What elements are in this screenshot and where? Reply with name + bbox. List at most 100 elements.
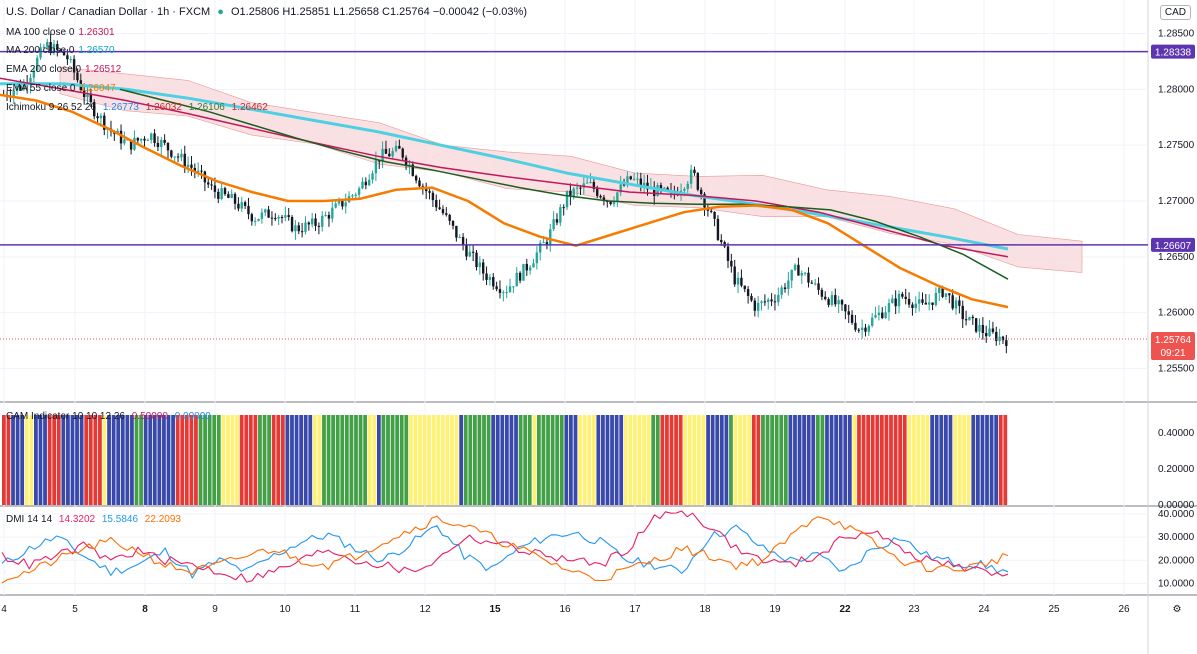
cam-bar <box>994 415 999 505</box>
candle-body <box>985 332 988 337</box>
candle-body <box>720 239 723 243</box>
cam-bar <box>523 415 528 505</box>
candle-body <box>844 304 847 312</box>
candle-body <box>287 215 290 218</box>
cam-bar <box>783 415 788 505</box>
candle-body <box>371 173 374 180</box>
settings-gear-icon[interactable]: ⚙ <box>1173 604 1182 615</box>
candle-body <box>139 138 143 141</box>
cam-bar <box>166 415 171 505</box>
candle-body <box>435 200 438 208</box>
candle-body <box>367 179 371 186</box>
candle-body <box>217 191 220 199</box>
candle-body <box>398 145 401 149</box>
candle-body <box>696 173 700 190</box>
candle-body <box>790 269 793 281</box>
candle-body <box>468 251 471 257</box>
cam-bar <box>61 415 66 505</box>
cam-bar <box>829 415 834 505</box>
legend-ema55[interactable]: EMA 55 close 0 1.26047 <box>6 83 120 95</box>
candle-body <box>210 184 213 186</box>
cam-bar <box>596 415 601 505</box>
legend-ma200[interactable]: MA 200 close 0 1.26570 <box>6 45 119 57</box>
cam-bar <box>939 415 944 505</box>
x-tick-label: 17 <box>629 604 641 615</box>
legend-ema200[interactable]: EMA 200 close 0 1.26512 <box>6 64 125 76</box>
cam-bar <box>491 415 496 505</box>
candle-body <box>173 156 176 158</box>
cam-bar <box>559 415 564 505</box>
cam-bar <box>308 415 313 505</box>
cam-bar <box>331 415 336 505</box>
cam-bar <box>258 415 262 505</box>
currency-badge[interactable]: CAD <box>1159 5 1191 20</box>
candle-body <box>310 218 314 225</box>
candle-body <box>777 294 780 303</box>
legend-dmi[interactable]: DMI 14 14 14.3202 15.5846 22.2093 <box>6 514 185 526</box>
x-tick-label: 15 <box>489 604 501 615</box>
candle-body <box>642 182 646 187</box>
cam-bar <box>244 415 249 505</box>
candle-body <box>227 194 230 198</box>
candle-body <box>307 222 311 225</box>
cam-bar <box>683 415 688 505</box>
candle-body <box>901 293 904 297</box>
y-tick-label: 1.26000 <box>1158 308 1195 319</box>
candle-body <box>891 298 894 304</box>
x-tick-label: 12 <box>419 604 431 615</box>
candle-body <box>96 116 99 119</box>
candle-body <box>817 283 820 290</box>
cam-bar <box>875 415 880 505</box>
candle-body <box>549 229 552 245</box>
candle-body <box>596 188 599 196</box>
cam-bar <box>665 415 669 505</box>
cam-bar <box>870 415 875 505</box>
legend-ma100[interactable]: MA 100 close 0 1.26301 <box>6 27 119 39</box>
ichimoku-cloud <box>59 66 1083 273</box>
cam-bar <box>468 415 473 505</box>
legend-ichimoku[interactable]: Ichimoku 9 26 52 26 1.26773 1.26032 1.26… <box>6 102 272 114</box>
price-candles <box>2 33 1008 354</box>
cam-bar <box>943 415 948 505</box>
candle-body <box>207 182 210 185</box>
cam-bar <box>706 415 710 505</box>
cam-bar <box>184 415 189 505</box>
candle-body <box>344 202 347 207</box>
cam-bar <box>623 415 628 505</box>
candle-body <box>710 210 713 212</box>
candle-body <box>391 151 394 157</box>
cam-bar <box>363 415 368 505</box>
candle-body <box>357 188 361 195</box>
cam-bar <box>427 415 432 505</box>
candle-body <box>424 187 428 192</box>
candle-body <box>15 85 19 91</box>
candle-body <box>807 272 810 283</box>
candle-body <box>840 300 844 305</box>
candle-body <box>988 328 991 337</box>
cam-bar <box>948 415 953 505</box>
candle-body <box>746 289 750 296</box>
candle-body <box>971 316 974 319</box>
cam-bar <box>198 415 203 505</box>
candle-body <box>699 189 703 195</box>
cam-bar <box>747 415 752 505</box>
legend-cam[interactable]: CAM Indicator 10 10 12 26 0.50000 0.0000… <box>6 411 215 423</box>
candle-body <box>713 211 716 219</box>
symbol-title[interactable]: U.S. Dollar / Canadian Dollar · 1h · FXC… <box>6 6 211 18</box>
cam-bar <box>564 415 569 505</box>
candle-body <box>284 215 287 218</box>
candle-body <box>860 327 864 331</box>
cam-bar <box>230 415 235 505</box>
cam-bar <box>587 415 592 505</box>
candle-body <box>337 200 341 204</box>
cam-bar <box>605 415 610 505</box>
candle-body <box>431 192 435 201</box>
candle-body <box>46 41 49 47</box>
candle-body <box>938 287 941 293</box>
cam-bar <box>322 415 326 505</box>
cam-bar <box>546 415 550 505</box>
ema55-label: EMA 55 close 0 <box>6 83 76 94</box>
candle-body <box>552 219 555 230</box>
candle-body <box>914 303 917 309</box>
